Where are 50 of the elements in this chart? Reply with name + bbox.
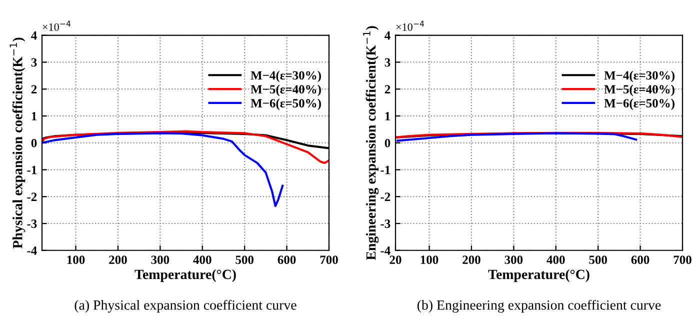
- legend-label: M−4(ε=30%): [604, 70, 674, 82]
- legend-label: M−5(ε=40%): [604, 84, 674, 96]
- y-tick-label: -3: [380, 220, 390, 228]
- x-axis-title: Temperature(°C): [488, 269, 590, 282]
- x-tick-label: 300: [151, 256, 170, 264]
- y-tick-label: 3: [384, 58, 390, 67]
- text: ×10$^{−4}$: [42, 20, 71, 31]
- x-tick-label: 600: [631, 256, 650, 264]
- x-tick-label: 400: [193, 256, 212, 264]
- y-tick-label: 1: [32, 112, 36, 120]
- x-axis-title: Temperature(°C): [134, 269, 236, 282]
- legend-label: M−6(ε=50%): [250, 98, 321, 110]
- y-tick-label: -4: [27, 246, 37, 255]
- text: (a) Physical expansion coefficient curve: [74, 300, 296, 313]
- y-tick-label: -2: [380, 192, 390, 201]
- y-axis-title: Physical expansion coefficient(K$^{−1}$): [10, 38, 26, 248]
- line-series: [42, 130, 329, 164]
- line-series: [396, 132, 638, 142]
- legend-label: M−4(ε=30%): [250, 70, 321, 82]
- y-tick-label: 2: [31, 85, 37, 94]
- text: ×10$^{−4}$: [396, 20, 424, 31]
- y-tick-label: 4: [384, 31, 390, 40]
- x-tick-label: 700: [674, 256, 692, 264]
- y-axis-title: Engineering expansion coefficient(K$^{−1}$): [363, 26, 379, 260]
- y-tick-label: -2: [27, 192, 37, 201]
- y-tick-label: 2: [384, 85, 390, 94]
- y-tick-label: 4: [31, 31, 37, 40]
- x-tick-label: 100: [420, 256, 438, 264]
- x-tick-label: 700: [320, 256, 338, 264]
- text: (b) Engineering expansion coefficient curve: [417, 300, 661, 313]
- y-tick-label: -3: [27, 220, 37, 228]
- x-tick-label: 100: [67, 256, 85, 264]
- y-tick-label: -4: [380, 246, 390, 255]
- y-tick-label: 0: [384, 138, 390, 148]
- x-tick-label: 600: [278, 256, 296, 264]
- y-tick-label: 3: [31, 58, 37, 67]
- y-tick-label: 1: [385, 112, 390, 120]
- x-tick-label: 20: [390, 256, 402, 264]
- line-series: [42, 132, 284, 208]
- legend-label: M−5(ε=40%): [250, 84, 321, 96]
- y-tick-label: -1: [27, 166, 36, 174]
- legend-label: M−6(ε=50%): [604, 98, 674, 110]
- y-tick-label: 0: [31, 138, 37, 148]
- x-tick-label: 300: [504, 256, 523, 264]
- x-tick-label: 400: [546, 256, 565, 264]
- x-tick-label: 500: [589, 256, 607, 264]
- x-tick-label: 200: [109, 256, 127, 264]
- x-tick-label: 200: [462, 256, 480, 264]
- y-tick-label: -1: [380, 166, 390, 174]
- x-tick-label: 500: [236, 256, 254, 264]
